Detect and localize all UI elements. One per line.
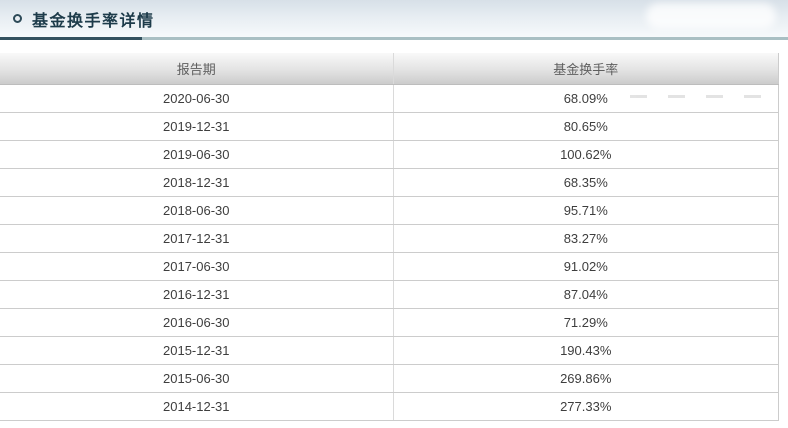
report-period-cell: 2015-12-31 xyxy=(0,336,393,365)
report-period-cell: 2018-06-30 xyxy=(0,196,393,225)
turnover-rate-cell: 91.02% xyxy=(392,252,779,281)
section-header: 基金换手率详情 xyxy=(0,0,788,37)
table-header-row: 报告期 基金换手率 xyxy=(0,53,779,85)
report-period-cell: 2016-06-30 xyxy=(0,308,393,337)
turnover-rate-cell: 68.35% xyxy=(392,168,779,197)
col-header-report-period: 报告期 xyxy=(0,53,393,85)
fund-turnover-table: 报告期 基金换手率 2020-06-30 68.09% 2019-12-31 8… xyxy=(0,53,779,421)
report-period-cell: 2017-12-31 xyxy=(0,224,393,253)
turnover-rate-cell: 80.65% xyxy=(392,112,779,141)
table-row: 2016-12-31 87.04% xyxy=(0,280,779,309)
turnover-rate-cell: 87.04% xyxy=(392,280,779,309)
turnover-rate-cell: 277.33% xyxy=(392,392,779,421)
report-period-cell: 2016-12-31 xyxy=(0,280,393,309)
table-row: 2015-12-31 190.43% xyxy=(0,336,779,365)
table-body: 2020-06-30 68.09% 2019-12-31 80.65% 2019… xyxy=(0,84,779,421)
table-row: 2017-12-31 83.27% xyxy=(0,224,779,253)
report-period-cell: 2019-06-30 xyxy=(0,140,393,169)
watermark-dashes xyxy=(630,95,761,98)
turnover-rate-cell: 100.62% xyxy=(392,140,779,169)
report-period-cell: 2017-06-30 xyxy=(0,252,393,281)
turnover-rate-cell: 71.29% xyxy=(392,308,779,337)
report-period-cell: 2014-12-31 xyxy=(0,392,393,421)
accent-rule xyxy=(0,37,788,40)
accent-rule-light-segment xyxy=(142,37,788,40)
col-header-turnover-rate: 基金换手率 xyxy=(392,53,779,85)
turnover-rate-cell: 269.86% xyxy=(392,364,779,393)
table-row: 2016-06-30 71.29% xyxy=(0,308,779,337)
table-row: 2014-12-31 277.33% xyxy=(0,392,779,421)
table-row: 2019-12-31 80.65% xyxy=(0,112,779,141)
table-row: 2015-06-30 269.86% xyxy=(0,364,779,393)
report-period-cell: 2015-06-30 xyxy=(0,364,393,393)
report-period-cell: 2018-12-31 xyxy=(0,168,393,197)
accent-rule-dark-segment xyxy=(0,37,142,40)
table-row: 2020-06-30 68.09% xyxy=(0,84,779,113)
turnover-rate-cell: 95.71% xyxy=(392,196,779,225)
report-period-cell: 2019-12-31 xyxy=(0,112,393,141)
section-title: 基金换手率详情 xyxy=(32,12,155,30)
report-period-cell: 2020-06-30 xyxy=(0,84,393,113)
turnover-rate-cell: 83.27% xyxy=(392,224,779,253)
table-row: 2019-06-30 100.62% xyxy=(0,140,779,169)
bullet-circle-icon xyxy=(13,14,22,23)
turnover-rate-cell: 68.09% xyxy=(392,84,779,113)
table-row: 2018-06-30 95.71% xyxy=(0,196,779,225)
table-row: 2017-06-30 91.02% xyxy=(0,252,779,281)
watermark-logo xyxy=(646,3,776,29)
turnover-rate-cell: 190.43% xyxy=(392,336,779,365)
table-row: 2018-12-31 68.35% xyxy=(0,168,779,197)
